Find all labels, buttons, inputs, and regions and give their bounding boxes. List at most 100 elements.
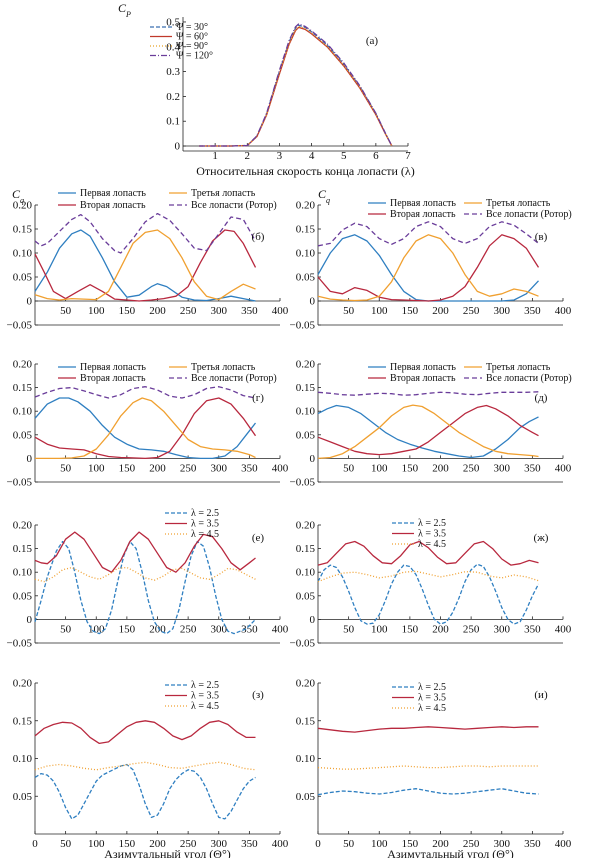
legend-entry: Третья лопасть: [191, 188, 256, 199]
x-tick-label: 4: [309, 150, 315, 162]
x-tick-label: 150: [119, 623, 136, 635]
x-tick-label: 200: [149, 623, 166, 635]
x-tick-label: 50: [343, 305, 355, 317]
y-tick-label: 0.05: [296, 590, 316, 602]
x-tick-label: 350: [241, 623, 258, 635]
series-line: [34, 566, 256, 583]
legend-entry: λ = 3.5: [418, 693, 446, 704]
x-tick-label: 350: [524, 305, 541, 317]
x-tick-label: 150: [119, 305, 136, 317]
legend-entry: Первая лопасть: [390, 198, 456, 209]
x-tick-label: 200: [149, 305, 166, 317]
x-tick-label: 250: [180, 623, 197, 635]
y-tick-label: −0.05: [7, 320, 33, 332]
y-tick-label: 0.15: [13, 715, 33, 727]
panel-label: (д): [535, 392, 548, 404]
legend-entry: Вторая лопасть: [390, 209, 456, 220]
panel-label: (и): [534, 689, 548, 701]
x-tick-label: 350: [241, 838, 258, 850]
y-tick-label: 0.05: [296, 791, 316, 803]
series-line: [317, 404, 539, 459]
x-tick-label: 300: [211, 305, 228, 317]
panel-b: −0.05 0 0.05 0.10 0.15 0.20 50 100 150 200 250 300 3…: [7, 187, 289, 332]
y-tick-label: 0.10: [296, 753, 316, 765]
legend-entry: Первая лопасть: [390, 362, 456, 373]
legend-entry: Вторая лопасть: [390, 373, 456, 384]
y-tick-label: 0.20: [296, 359, 316, 371]
legend-entry: Все лопасти (Ротор): [486, 373, 572, 384]
legend-entry: λ = 2.5: [191, 508, 219, 519]
legend-entry: Третья лопасть: [486, 362, 551, 373]
x-tick-label: 0: [32, 838, 38, 850]
panel-g: −0.05 0 0.05 0.10 0.15 0.20 50 100 150 200 250 300 3…: [7, 359, 289, 489]
x-tick-label: 300: [494, 462, 511, 474]
x-tick-label: 200: [432, 462, 449, 474]
x-tick-label: 350: [524, 623, 541, 635]
legend-entry: Третья лопасть: [191, 362, 256, 373]
x-tick-label: 5: [341, 150, 347, 162]
y-tick-label: 0: [310, 296, 316, 308]
y-tick-label: 0.10: [13, 753, 33, 765]
panel-z: 0.05 0.10 0.15 0.20 0 50 100 150 200 250 300 350 400…: [13, 678, 289, 858]
series-line: [34, 540, 256, 635]
panel-label: (е): [252, 532, 265, 544]
series-line: [34, 397, 257, 460]
x-tick-label: 0: [315, 838, 321, 850]
y-tick-label: 0.4: [166, 41, 180, 53]
x-tick-label: 150: [402, 623, 419, 635]
series-line: [317, 234, 540, 302]
legend-entry: λ = 2.5: [418, 518, 446, 529]
legend-entry: Ψ = 60°: [176, 32, 208, 43]
series-line: [317, 404, 539, 456]
series-line: [199, 25, 393, 147]
y-tick-label: 0: [175, 141, 181, 153]
legend-entry: λ = 4.5: [191, 529, 219, 540]
x-tick-label: 100: [371, 305, 388, 317]
y-tick-label: −0.05: [7, 477, 33, 489]
series-line: [317, 234, 539, 302]
y-tick-label: 0.20: [296, 520, 316, 532]
x-tick-label: 300: [211, 623, 228, 635]
x-tick-label: 100: [88, 838, 105, 850]
x-tick-label: 150: [402, 838, 419, 850]
x-tick-label: 100: [371, 623, 388, 635]
y-tick-label: 0.20: [13, 200, 33, 212]
panel-label: (а): [366, 35, 379, 47]
x-tick-label: 350: [524, 462, 541, 474]
y-tick-label: 0.20: [13, 520, 33, 532]
x-tick-label: 200: [432, 305, 449, 317]
y-tick-label: −0.05: [290, 320, 316, 332]
x-tick-label: 400: [555, 462, 572, 474]
y-tick-label: 0.15: [296, 382, 316, 394]
y-tick-label: 0.2: [166, 91, 180, 103]
y-tick-label: 0.10: [296, 248, 316, 260]
x-tick-label: 300: [494, 838, 511, 850]
y-axis-label: Cq: [12, 187, 24, 205]
series-line: [34, 229, 256, 302]
y-tick-label: 0.20: [296, 200, 316, 212]
legend-entry: λ = 4.5: [418, 703, 446, 714]
series-line: [34, 531, 256, 573]
panel-label: (ж): [534, 532, 549, 544]
y-tick-label: 0.10: [13, 567, 33, 579]
x-tick-label: 100: [371, 462, 388, 474]
panel-e: −0.05 0 0.05 0.10 0.15 0.20 50 100 150 200 250 300 3…: [7, 508, 289, 650]
legend-entry: Все лопасти (Ротор): [191, 200, 277, 211]
x-tick-label: 300: [494, 305, 511, 317]
x-axis-label: Относительная скорость конца лопасти (λ): [196, 164, 415, 178]
y-tick-label: 0.15: [296, 543, 316, 555]
legend-entry: Первая лопасть: [80, 362, 146, 373]
y-tick-label: 0.10: [296, 406, 316, 418]
y-tick-label: 0.10: [296, 567, 316, 579]
legend-entry: Первая лопасть: [80, 188, 146, 199]
legend-entry: λ = 4.5: [418, 539, 446, 550]
series-line: [317, 221, 539, 247]
y-tick-label: 0.20: [13, 359, 33, 371]
y-tick-label: 0.15: [296, 224, 316, 236]
x-tick-label: 400: [272, 838, 289, 850]
panel-d: −0.05 0 0.05 0.10 0.15 0.20 50 100 150 200 250 300 3…: [290, 359, 572, 489]
legend-entry: Вторая лопасть: [80, 200, 146, 211]
y-tick-label: 0.20: [13, 678, 33, 690]
x-tick-label: 50: [60, 623, 72, 635]
y-tick-label: 0.05: [296, 429, 316, 441]
